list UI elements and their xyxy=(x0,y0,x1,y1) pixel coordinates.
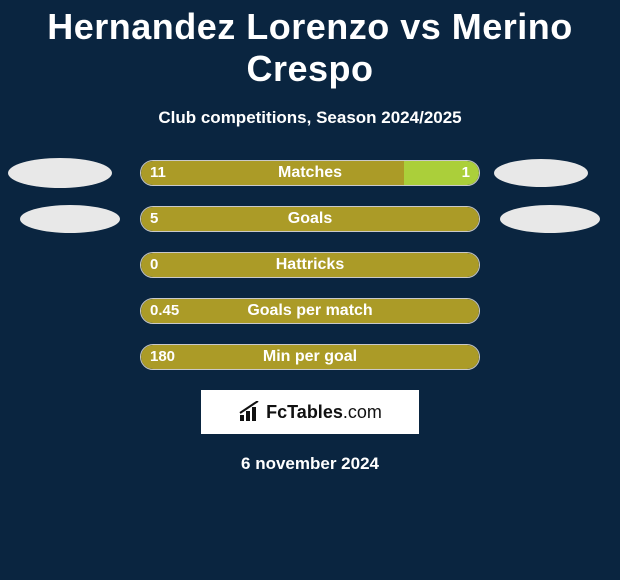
date-text: 6 november 2024 xyxy=(0,454,620,474)
stat-row-hattricks: 0 Hattricks xyxy=(0,252,620,278)
value-right: 1 xyxy=(462,160,470,186)
subtitle: Club competitions, Season 2024/2025 xyxy=(0,108,620,128)
brand-name: FcTables xyxy=(266,402,343,423)
page-title: Hernandez Lorenzo vs Merino Crespo xyxy=(0,0,620,90)
brand-logo[interactable]: FcTables.com xyxy=(201,390,419,434)
brand-logo-content: FcTables.com xyxy=(238,401,382,423)
comparison-chart: 11 Matches 1 5 Goals 0 Hattricks 0.45 Go… xyxy=(0,160,620,370)
stat-row-mpg: 180 Min per goal xyxy=(0,344,620,370)
stat-label: Hattricks xyxy=(140,252,480,278)
blob-right-icon xyxy=(494,159,588,187)
stat-row-matches: 11 Matches 1 xyxy=(0,160,620,186)
stat-label: Goals xyxy=(140,206,480,232)
blob-right-icon xyxy=(500,205,600,233)
blob-left-icon xyxy=(8,158,112,188)
stat-label: Min per goal xyxy=(140,344,480,370)
stat-row-goals: 5 Goals xyxy=(0,206,620,232)
blob-left-icon xyxy=(20,205,120,233)
stat-row-gpm: 0.45 Goals per match xyxy=(0,298,620,324)
brand-domain: .com xyxy=(343,402,382,423)
chart-icon xyxy=(238,401,262,423)
stat-label: Matches xyxy=(140,160,480,186)
stat-label: Goals per match xyxy=(140,298,480,324)
